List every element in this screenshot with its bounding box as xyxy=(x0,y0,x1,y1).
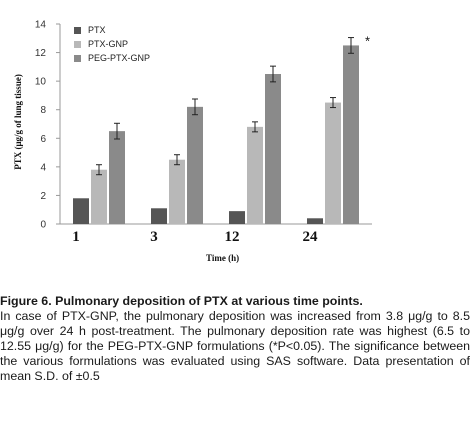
bar-ptx-1h xyxy=(73,198,89,224)
bar-ptx-3h xyxy=(151,208,167,224)
x-tick-label: 3 xyxy=(150,229,158,245)
y-tick-label: 6 xyxy=(40,134,46,145)
chart-panel: 0 2 4 6 8 10 12 14 1 3 12 24 * Time (h) PTX (μg/g of l… xyxy=(13,19,372,263)
y-tick-label: 12 xyxy=(35,48,47,59)
significance-marker: * xyxy=(365,34,370,49)
bar-ptx-gnp-1h xyxy=(91,169,107,224)
caption-body: In case of PTX-GNP, the pulmonary deposi… xyxy=(0,309,470,383)
y-axis-title: PTX (μg/g of lung tissue) xyxy=(13,74,23,170)
bar-ptx-12h xyxy=(229,211,245,224)
bar-ptx-gnp-24h xyxy=(325,102,341,224)
bar-ptx-gnp-12h xyxy=(247,126,263,224)
bar-ptx-gnp-3h xyxy=(169,159,185,224)
bar-peg-ptx-gnp-3h xyxy=(187,106,203,224)
caption-title: Figure 6. Pulmonary deposition of PTX at… xyxy=(0,294,363,308)
figure-caption: Figure 6. Pulmonary deposition of PTX at… xyxy=(0,294,470,384)
legend-swatch-peg-ptx-gnp xyxy=(74,55,81,62)
legend-label-peg-ptx-gnp: PEG-PTX-GNP xyxy=(88,53,150,63)
y-tick-label: 4 xyxy=(40,162,46,173)
y-tick-label: 2 xyxy=(40,191,46,202)
bar-peg-ptx-gnp-24h xyxy=(343,45,359,224)
y-tick-label: 14 xyxy=(35,20,47,31)
y-tick-label: 8 xyxy=(40,105,46,116)
x-tick-label: 24 xyxy=(303,229,319,245)
legend-label-ptx: PTX xyxy=(88,25,106,35)
bar-ptx-24h xyxy=(307,218,323,224)
legend-swatch-ptx-gnp xyxy=(74,41,81,48)
legend-swatch-ptx xyxy=(74,27,81,34)
x-axis-title: Time (h) xyxy=(206,253,239,263)
x-tick-label: 1 xyxy=(72,229,80,245)
x-tick-label: 12 xyxy=(225,229,240,245)
bar-peg-ptx-gnp-12h xyxy=(265,74,281,224)
y-tick-label: 10 xyxy=(35,77,47,88)
legend-label-ptx-gnp: PTX-GNP xyxy=(88,39,128,49)
y-tick-label: 0 xyxy=(40,220,46,231)
bar-peg-ptx-gnp-1h xyxy=(109,131,125,224)
